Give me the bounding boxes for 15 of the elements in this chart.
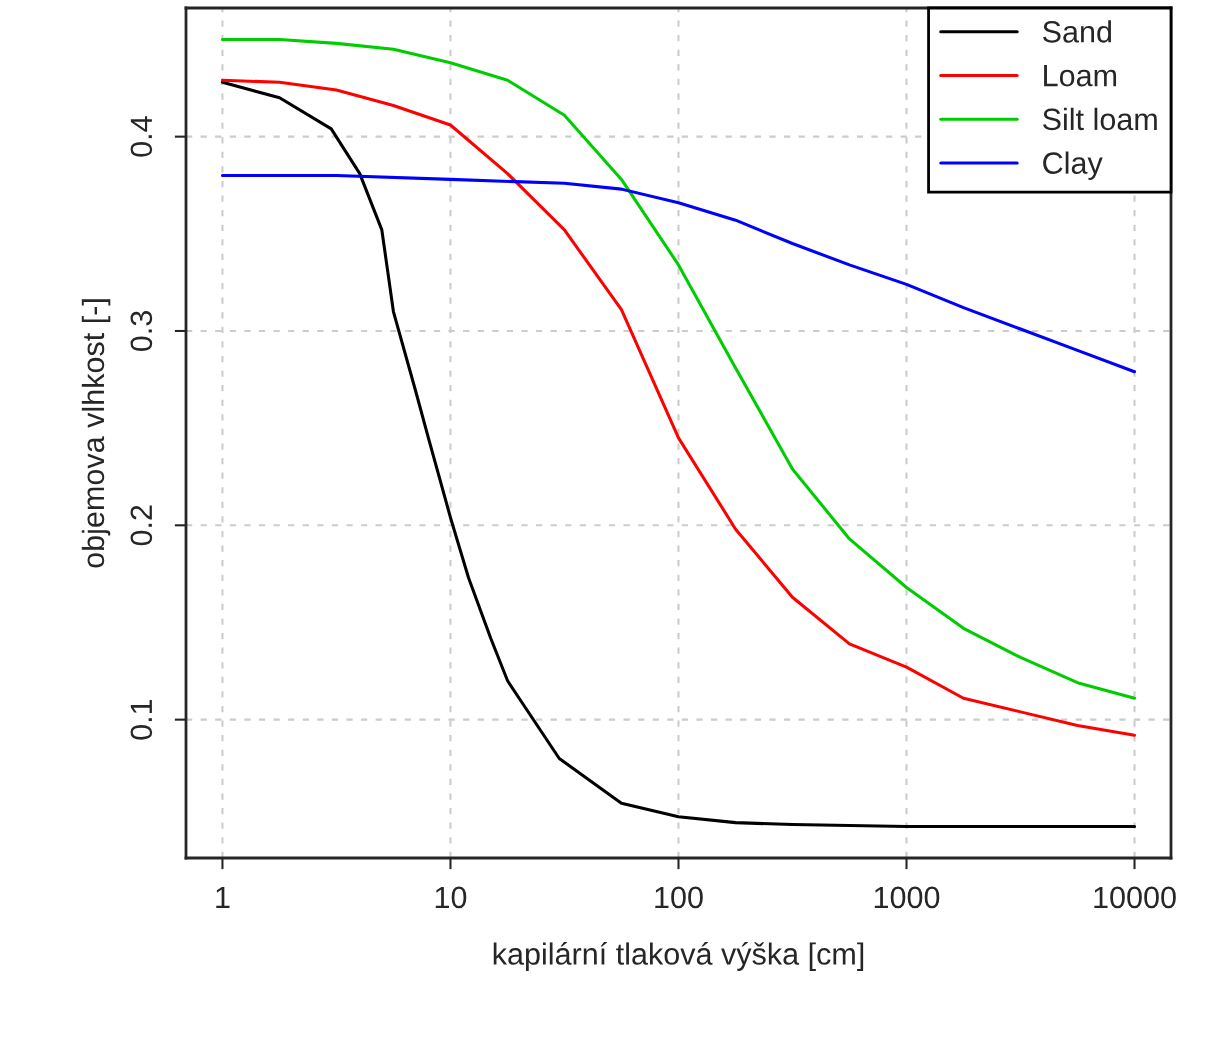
legend-label: Clay <box>1043 151 1103 180</box>
y-tick-label: 0.4 <box>130 116 153 157</box>
x-tick-label: 10 <box>435 886 467 909</box>
legend-label: Silt loam <box>1043 107 1157 131</box>
y-axis-title: objemova vlhkost [-] <box>81 299 111 568</box>
y-tick-label: 0.3 <box>130 311 153 352</box>
x-axis-title: kapilární tlaková výška [cm] <box>493 942 864 971</box>
x-tick-label: 10000 <box>1094 886 1176 909</box>
x-tick-label: 1000 <box>874 886 940 909</box>
legend-label: Sand <box>1043 20 1112 43</box>
x-tick-label: 100 <box>655 886 703 909</box>
y-tick-label: 0.1 <box>130 699 153 740</box>
legend-label: Loam <box>1044 65 1117 87</box>
x-tick-label: 1 <box>216 886 230 908</box>
y-tick-label: 0.2 <box>130 505 153 546</box>
